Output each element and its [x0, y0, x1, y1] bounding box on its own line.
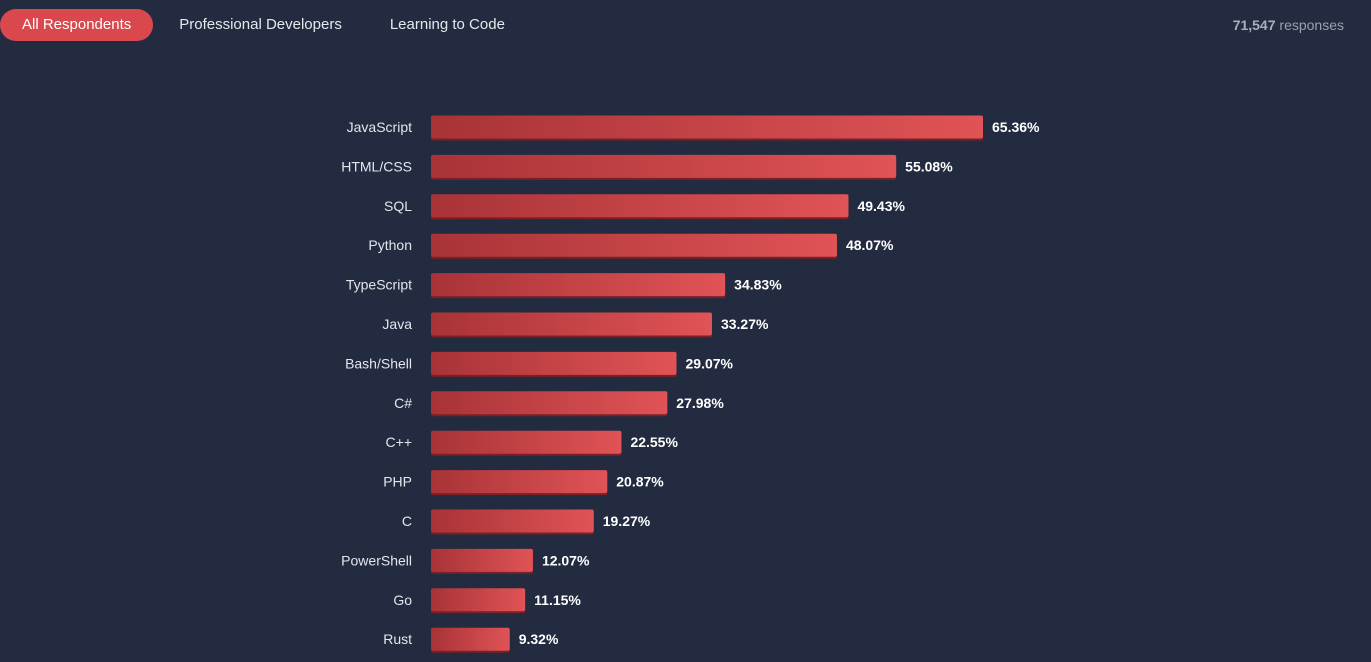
value-label: 19.27% [603, 513, 651, 529]
value-label: 49.43% [857, 198, 905, 214]
bar-sql [431, 194, 849, 218]
bar-go [431, 588, 526, 612]
value-label: 48.07% [846, 237, 894, 253]
tab-learning-to-code[interactable]: Learning to Code [389, 16, 505, 33]
responses-count: 71,547 responses [1233, 17, 1344, 33]
bar-javascript [431, 115, 983, 139]
bar-powershell [431, 548, 533, 572]
category-label: HTML/CSS [341, 158, 412, 174]
bar-python [431, 233, 837, 257]
bar-html-css [431, 154, 897, 178]
value-label: 11.15% [534, 592, 581, 608]
value-label: 22.55% [630, 434, 678, 450]
value-label: 20.87% [616, 474, 664, 490]
category-label: Java [382, 316, 412, 332]
filter-tabs: All Respondents Professional Developers … [0, 8, 531, 42]
category-label: Bash/Shell [345, 355, 412, 371]
category-label: Python [368, 237, 412, 253]
category-label: PowerShell [341, 552, 412, 568]
bar-bash-shell [431, 351, 677, 375]
category-label: SQL [384, 198, 412, 214]
value-label: 27.98% [676, 395, 724, 411]
bar-c [431, 509, 594, 533]
value-label: 55.08% [905, 158, 953, 174]
bar-c- [431, 391, 668, 415]
category-label: C# [394, 395, 412, 411]
category-label: JavaScript [347, 119, 412, 135]
bar-java [431, 312, 712, 336]
category-label: Go [393, 592, 412, 608]
value-label: 29.07% [686, 355, 734, 371]
bar-typescript [431, 273, 726, 297]
value-label: 12.07% [542, 552, 590, 568]
bar-rust [431, 627, 510, 651]
value-label: 9.32% [519, 631, 559, 647]
category-label: C [402, 513, 412, 529]
bar-php [431, 470, 608, 494]
value-label: 34.83% [734, 277, 782, 293]
value-label: 33.27% [721, 316, 769, 332]
category-label: TypeScript [346, 277, 412, 293]
category-label: PHP [383, 474, 412, 490]
category-label: Rust [383, 631, 412, 647]
tab-professional-developers[interactable]: Professional Developers [179, 16, 342, 33]
bar-c- [431, 430, 622, 454]
responses-unit: responses [1279, 17, 1344, 33]
tab-all-respondents[interactable]: All Respondents [0, 9, 154, 41]
bars-group: JavaScript 65.36% HTML/CSS 55.08% SQL 49.43% P… [341, 115, 1040, 653]
category-label: C++ [386, 434, 412, 450]
responses-number: 71,547 [1232, 17, 1276, 33]
value-label: 65.36% [992, 119, 1040, 135]
